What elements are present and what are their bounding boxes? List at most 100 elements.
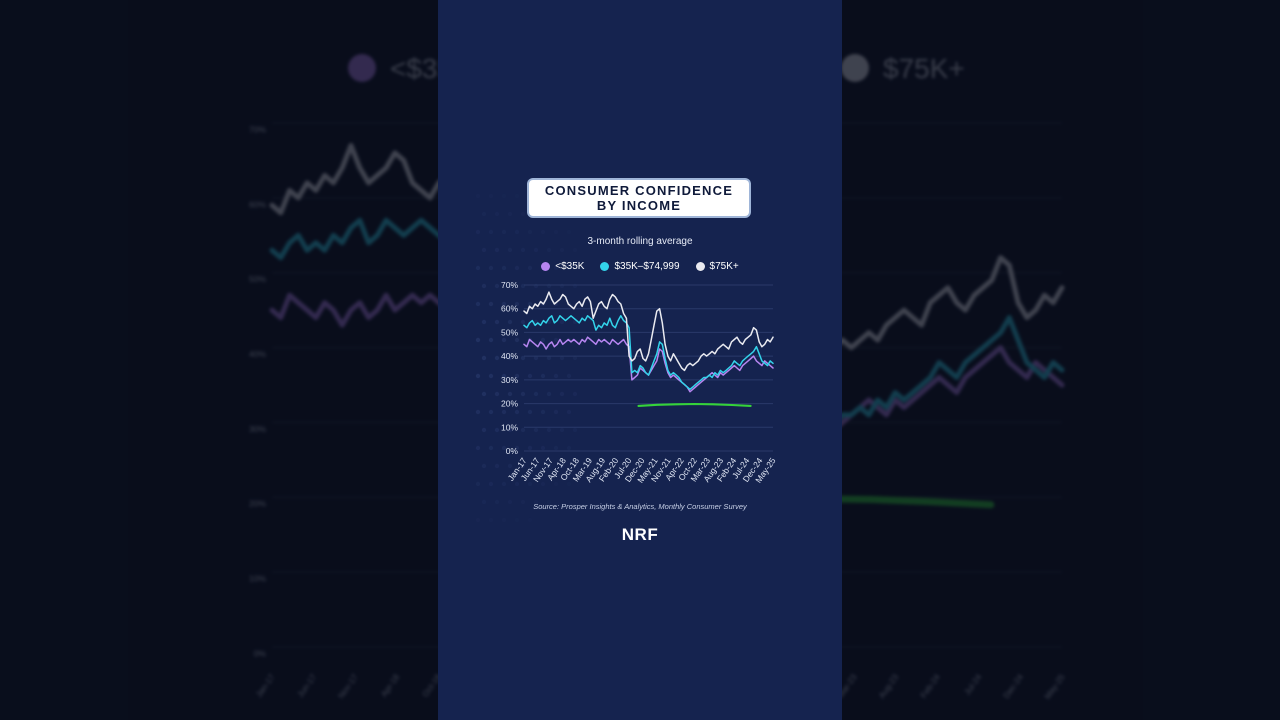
pattern-dot [476,518,480,522]
pattern-dot [533,427,539,433]
pattern-dot [546,355,552,361]
source-note: Source: Prosper Insights & Analytics, Mo… [533,502,747,511]
pattern-dot [501,337,507,343]
pattern-dot [501,481,507,487]
pattern-dot [507,247,513,253]
pattern-dot [488,409,494,415]
pattern-dot [514,229,520,235]
legend-item-under35k: <$35K [541,261,584,272]
pattern-dot [481,391,487,397]
pattern-dot [540,373,546,379]
bg-legend-dot [841,54,869,82]
nrf-logo: NRF [621,525,659,544]
pattern-dot [528,518,532,522]
pattern-dot [481,463,487,469]
pattern-dot [559,247,565,253]
y-tick-label: 50% [501,327,518,337]
pattern-dot [559,319,565,325]
pattern-dot [494,499,500,505]
legend-dot-over75k [695,262,705,271]
title-line-2: BY INCOME [596,198,682,213]
pattern-dot [520,247,526,253]
pattern-dot [553,265,559,271]
pattern-dot [514,445,520,451]
pattern-dot [488,373,494,379]
pattern-dot [573,248,577,252]
y-tick-label: 10% [501,422,518,432]
pattern-dot [520,427,526,433]
y-tick-label: 30% [501,375,518,385]
pattern-dot [507,283,513,289]
pattern-dot [546,247,552,253]
pattern-dot [520,355,526,361]
pattern-dot [476,194,480,198]
bg-y-tick-label: 50% [249,274,266,284]
pattern-dot [501,229,507,235]
pattern-dot [494,427,500,433]
pattern-dot [502,194,506,198]
series-line-2 [523,291,774,372]
pattern-dot [481,499,487,505]
pattern-dot [475,337,481,343]
pattern-dot [488,229,494,235]
pattern-dot [566,445,572,451]
pattern-dot [488,445,494,451]
pattern-dot [527,265,533,271]
pattern-dot [488,481,494,487]
pattern-dot [559,463,565,469]
pattern-dot [501,409,507,415]
pattern-dot [540,445,546,451]
bg-y-tick-label: 60% [249,199,266,209]
pattern-dot [514,409,520,415]
title-line-1: CONSUMER CONFIDENCE [544,183,734,198]
pattern-dot [501,373,507,379]
pattern-dot [494,355,500,361]
pattern-dot [489,194,493,198]
pattern-dot [507,319,513,325]
pattern-dot [515,194,519,198]
pattern-dot [567,230,571,234]
pattern-dot [527,409,533,415]
pattern-dot [546,427,552,433]
pattern-dot [520,499,526,505]
pattern-dot [566,265,572,271]
pattern-dot [481,247,487,253]
pattern-dot [489,518,493,522]
pattern-dot [546,463,552,469]
pattern-dot [507,211,513,217]
legend-item-over75k: $75K+ [695,261,739,272]
series-line-1 [523,315,774,391]
legend-label-mid: $35K–$74,999 [614,261,680,272]
pattern-dot [475,445,481,451]
pattern-dot [481,427,487,433]
pattern-dot [494,463,500,469]
pattern-dot [514,373,520,379]
y-tick-label: 20% [501,399,518,409]
pattern-dot [566,409,572,415]
pattern-dot [488,301,494,307]
pattern-dot [488,337,494,343]
pattern-dot [527,301,533,307]
chart-subtitle: 3-month rolling average [587,236,693,247]
pattern-dot [540,409,546,415]
pattern-dot [527,481,533,487]
y-tick-label: 0% [506,446,519,456]
pattern-dot [520,319,526,325]
bg-y-tick-label: 10% [249,574,266,584]
title-box: CONSUMER CONFIDENCE BY INCOME [529,180,749,216]
infographic-panel: CONSUMER CONFIDENCE BY INCOME 3-month ro… [438,0,842,720]
series-line-0 [523,336,774,393]
pattern-dot [546,391,552,397]
pattern-dot [514,337,520,343]
pattern-dot [475,229,481,235]
pattern-dot [475,409,481,415]
pattern-dot [481,319,487,325]
bg-y-tick-label: 70% [249,124,266,134]
chart-plot: 0%10%20%30%40%50%60%70%Jan-17Jun-17Nov-1… [501,280,778,485]
pattern-dot [494,283,500,289]
legend-dot-under35k [541,262,551,271]
pattern-dot [520,391,526,397]
pattern-dot [502,518,506,522]
pattern-dot [475,265,481,271]
pattern-dot [559,355,565,361]
